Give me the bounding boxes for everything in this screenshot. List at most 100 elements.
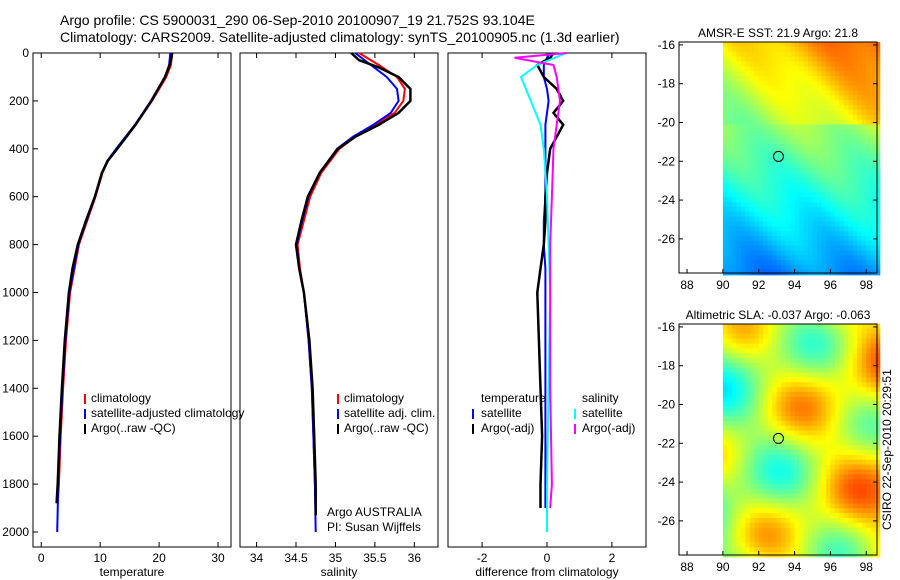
map-cell	[767, 406, 773, 412]
map-cell	[803, 445, 809, 451]
map-cell	[875, 474, 881, 480]
map-cell	[821, 338, 827, 344]
map-cell	[767, 100, 773, 106]
map-cell	[754, 459, 760, 466]
map-cell	[767, 109, 773, 116]
map-cell	[763, 80, 769, 87]
map-cell	[875, 163, 881, 169]
map-cell	[776, 411, 782, 417]
map-cell	[843, 216, 849, 223]
map-cell	[812, 527, 818, 534]
map-cell	[834, 450, 840, 456]
map-cell	[736, 46, 742, 53]
map-cell	[799, 391, 805, 398]
map-cell	[843, 488, 849, 495]
map-cell	[812, 517, 818, 524]
map-cell	[866, 143, 872, 150]
map-cell	[781, 527, 787, 534]
map-cell	[794, 527, 800, 534]
map-cell	[727, 338, 733, 344]
map-cell	[852, 172, 858, 179]
map-cell	[852, 450, 858, 456]
map-cell	[736, 527, 742, 534]
map-cell	[857, 416, 863, 422]
map-cell	[772, 71, 778, 77]
map-cell	[794, 231, 800, 237]
map-cell	[758, 182, 764, 189]
map-cell	[740, 435, 746, 441]
map-cell	[758, 66, 764, 72]
map-cell	[852, 464, 858, 471]
map-cell	[839, 450, 845, 456]
map-cell	[866, 411, 872, 417]
map-cell	[785, 124, 791, 130]
map-cell	[736, 134, 742, 140]
map-cell	[781, 488, 787, 495]
map-cell	[736, 353, 742, 359]
map-cell	[731, 527, 737, 534]
map-cell	[843, 474, 849, 480]
map-cell	[722, 464, 728, 471]
map-cell	[848, 324, 854, 330]
map-cell	[848, 265, 854, 271]
map-cell	[821, 440, 827, 446]
map-cell	[825, 138, 832, 145]
map-cell	[736, 454, 742, 461]
y-tick-label: -22	[658, 154, 676, 168]
map-cell	[834, 206, 840, 213]
map-cell	[767, 435, 773, 441]
map-cell	[763, 51, 769, 58]
map-cell	[870, 484, 876, 490]
map-cell	[839, 211, 845, 218]
map-cell	[776, 114, 782, 121]
map-cell	[875, 260, 881, 266]
map-cell	[763, 508, 769, 514]
map-cell	[816, 265, 823, 271]
map-cell	[772, 382, 778, 388]
map-cell	[767, 527, 773, 534]
map-cell	[794, 172, 800, 179]
map-cell	[790, 450, 796, 456]
map-cell	[772, 231, 778, 237]
map-cell	[736, 522, 742, 529]
map-cell	[740, 391, 746, 398]
map-cell	[843, 542, 849, 548]
map-cell	[866, 517, 872, 524]
map-cell	[794, 382, 800, 388]
map-cell	[808, 202, 814, 208]
map-cell	[740, 469, 746, 475]
map-cell	[790, 95, 796, 101]
map-cell	[776, 527, 782, 534]
map-cell	[767, 542, 773, 548]
map-cell	[785, 362, 791, 369]
map-cell	[861, 508, 867, 514]
map-cell	[745, 46, 751, 53]
map-cell	[816, 95, 823, 101]
map-cell	[821, 71, 827, 77]
map-cell	[857, 474, 863, 480]
map-cell	[875, 255, 881, 261]
map-cell	[781, 396, 787, 403]
map-cell	[740, 100, 746, 106]
map-cell	[776, 387, 782, 393]
map-cell	[776, 80, 782, 87]
map-cell	[790, 508, 796, 514]
map-cell	[754, 479, 760, 485]
map-cell	[825, 353, 832, 359]
map-cell	[794, 420, 800, 427]
map-cell	[816, 469, 823, 475]
map-cell	[749, 450, 755, 456]
map-cell	[857, 245, 863, 252]
x-tick-label: 2	[609, 551, 616, 565]
map-cell	[785, 459, 791, 466]
map-cell	[825, 182, 832, 189]
map-cell	[834, 517, 840, 524]
map-cell	[731, 464, 737, 471]
map-cell	[830, 532, 836, 538]
map-cell	[803, 430, 809, 437]
map-cell	[816, 508, 823, 514]
map-cell	[848, 479, 854, 485]
map-cell	[763, 445, 769, 451]
map-cell	[812, 338, 818, 344]
map-cell	[857, 153, 863, 159]
